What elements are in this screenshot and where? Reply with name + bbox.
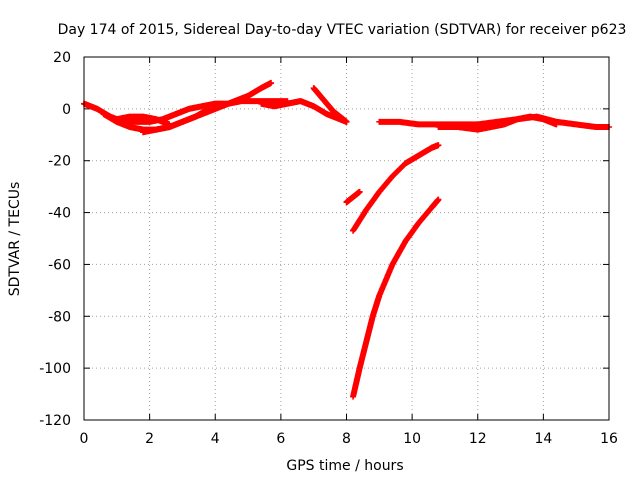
series-markers [310, 85, 350, 125]
data-points [81, 79, 612, 400]
y-tick-label: -60 [48, 257, 71, 273]
x-tick-label: 2 [145, 431, 154, 447]
series-markers [140, 79, 275, 136]
series-track-c [140, 79, 275, 136]
y-axis-title: SDTVAR / TECUs [7, 182, 23, 297]
series-track-k [435, 113, 560, 133]
y-tick-label: -20 [48, 154, 71, 170]
plot-frame [83, 56, 610, 421]
y-tick-label: 20 [53, 50, 71, 66]
series-markers [435, 113, 560, 133]
y-tick-label: -120 [39, 413, 71, 429]
x-tick-label: 16 [600, 431, 618, 447]
series-track-i [350, 196, 442, 400]
chart-title: Day 174 of 2015, Sidereal Day-to-day VTE… [58, 22, 627, 38]
x-axis-title: GPS time / hours [286, 458, 403, 474]
series-markers [113, 113, 173, 128]
x-tick-label: 12 [469, 431, 487, 447]
y-tick-label: -40 [48, 206, 71, 222]
x-tick-label: 6 [276, 431, 285, 447]
y-tick-label: -80 [48, 309, 71, 325]
x-tick-label: 10 [403, 431, 421, 447]
series-track-h [350, 142, 442, 234]
axis-ticks [83, 56, 610, 421]
series-track-d [113, 113, 173, 128]
y-tick-label: 0 [62, 102, 71, 118]
x-tick-label: 4 [211, 431, 220, 447]
x-tick-label: 8 [342, 431, 351, 447]
tick-labels: 0 2 4 6 8 10 12 14 16 20 0 -20 -40 -60 -80 -100 -120 [39, 50, 618, 447]
x-tick-label: 14 [534, 431, 552, 447]
series-markers [350, 196, 442, 400]
x-tick-label: 0 [80, 431, 89, 447]
y-tick-label: -100 [39, 361, 71, 377]
series-track-f [310, 85, 350, 125]
series-track-g [343, 188, 363, 206]
series-markers [343, 188, 363, 206]
series-markers [350, 142, 442, 234]
